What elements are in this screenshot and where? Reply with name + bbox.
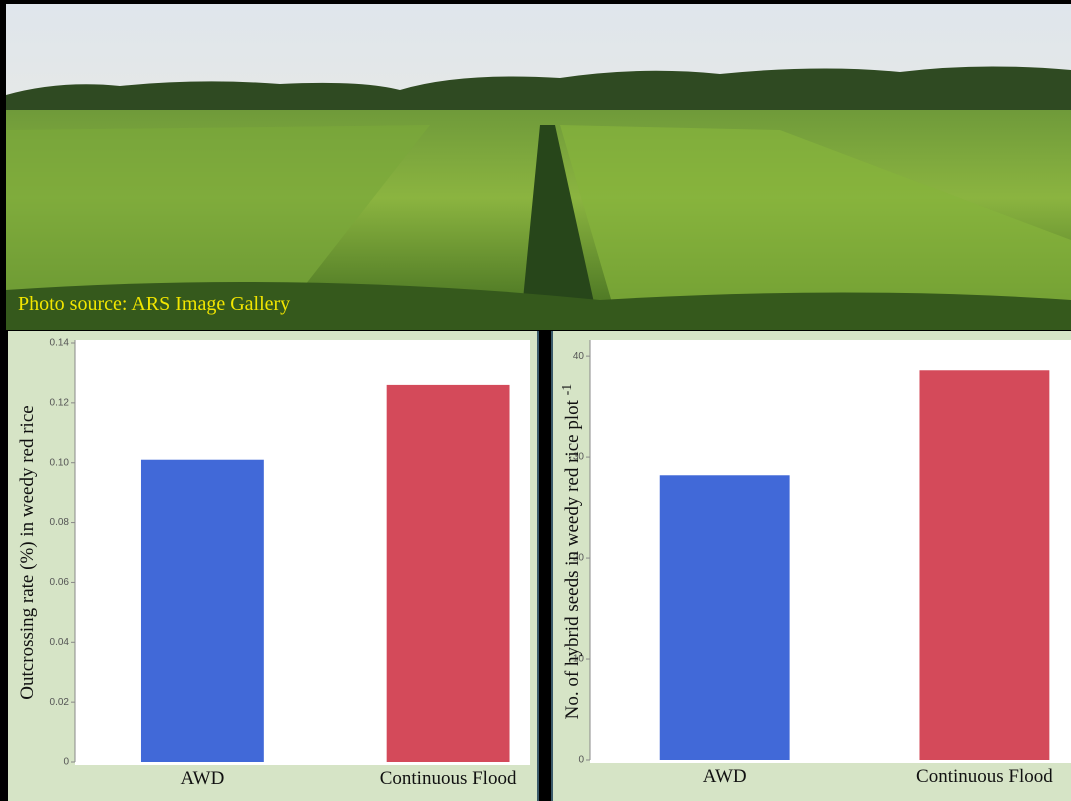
y-tick-label: 0.14 — [50, 338, 70, 349]
y-tick-label: 0.12 — [50, 397, 70, 408]
bar — [141, 460, 264, 762]
y-axis-label-text: No. of hybrid seeds in weedy red rice pl… — [562, 399, 583, 719]
y-tick-label: 0.08 — [50, 517, 70, 528]
x-tick-label: Continuous Flood — [916, 766, 1053, 787]
y-tick-label: 0.02 — [50, 697, 70, 708]
x-tick-label: AWD — [703, 766, 747, 787]
y-axis-label: No. of hybrid seeds in weedy red rice pl… — [560, 384, 583, 720]
bar — [919, 370, 1049, 760]
y-tick-label: 0 — [63, 757, 69, 768]
y-axis-label-text: Outcrossing rate (%) in weedy red rice — [17, 405, 38, 699]
x-tick-label: AWD — [180, 768, 224, 789]
photo: Photo source: ARS Image Gallery — [6, 4, 1071, 330]
y-axis-label: Outcrossing rate (%) in weedy red rice — [17, 405, 38, 699]
bar — [660, 475, 790, 760]
y-tick-label: 0.06 — [50, 577, 70, 588]
bar — [387, 385, 510, 762]
x-tick-label: Continuous Flood — [380, 768, 517, 789]
y-tick-label: 0.10 — [50, 457, 70, 468]
figure: Photo source: ARS Image Gallery 0 0.02 0.0… — [0, 0, 1071, 801]
y-axis-label-superscript: -1 — [560, 384, 575, 396]
y-tick-label: 0 — [578, 755, 584, 766]
y-tick-label: 0.04 — [50, 637, 70, 648]
y-tick-label: 40 — [573, 351, 585, 362]
photo-caption: Photo source: ARS Image Gallery — [18, 293, 290, 315]
